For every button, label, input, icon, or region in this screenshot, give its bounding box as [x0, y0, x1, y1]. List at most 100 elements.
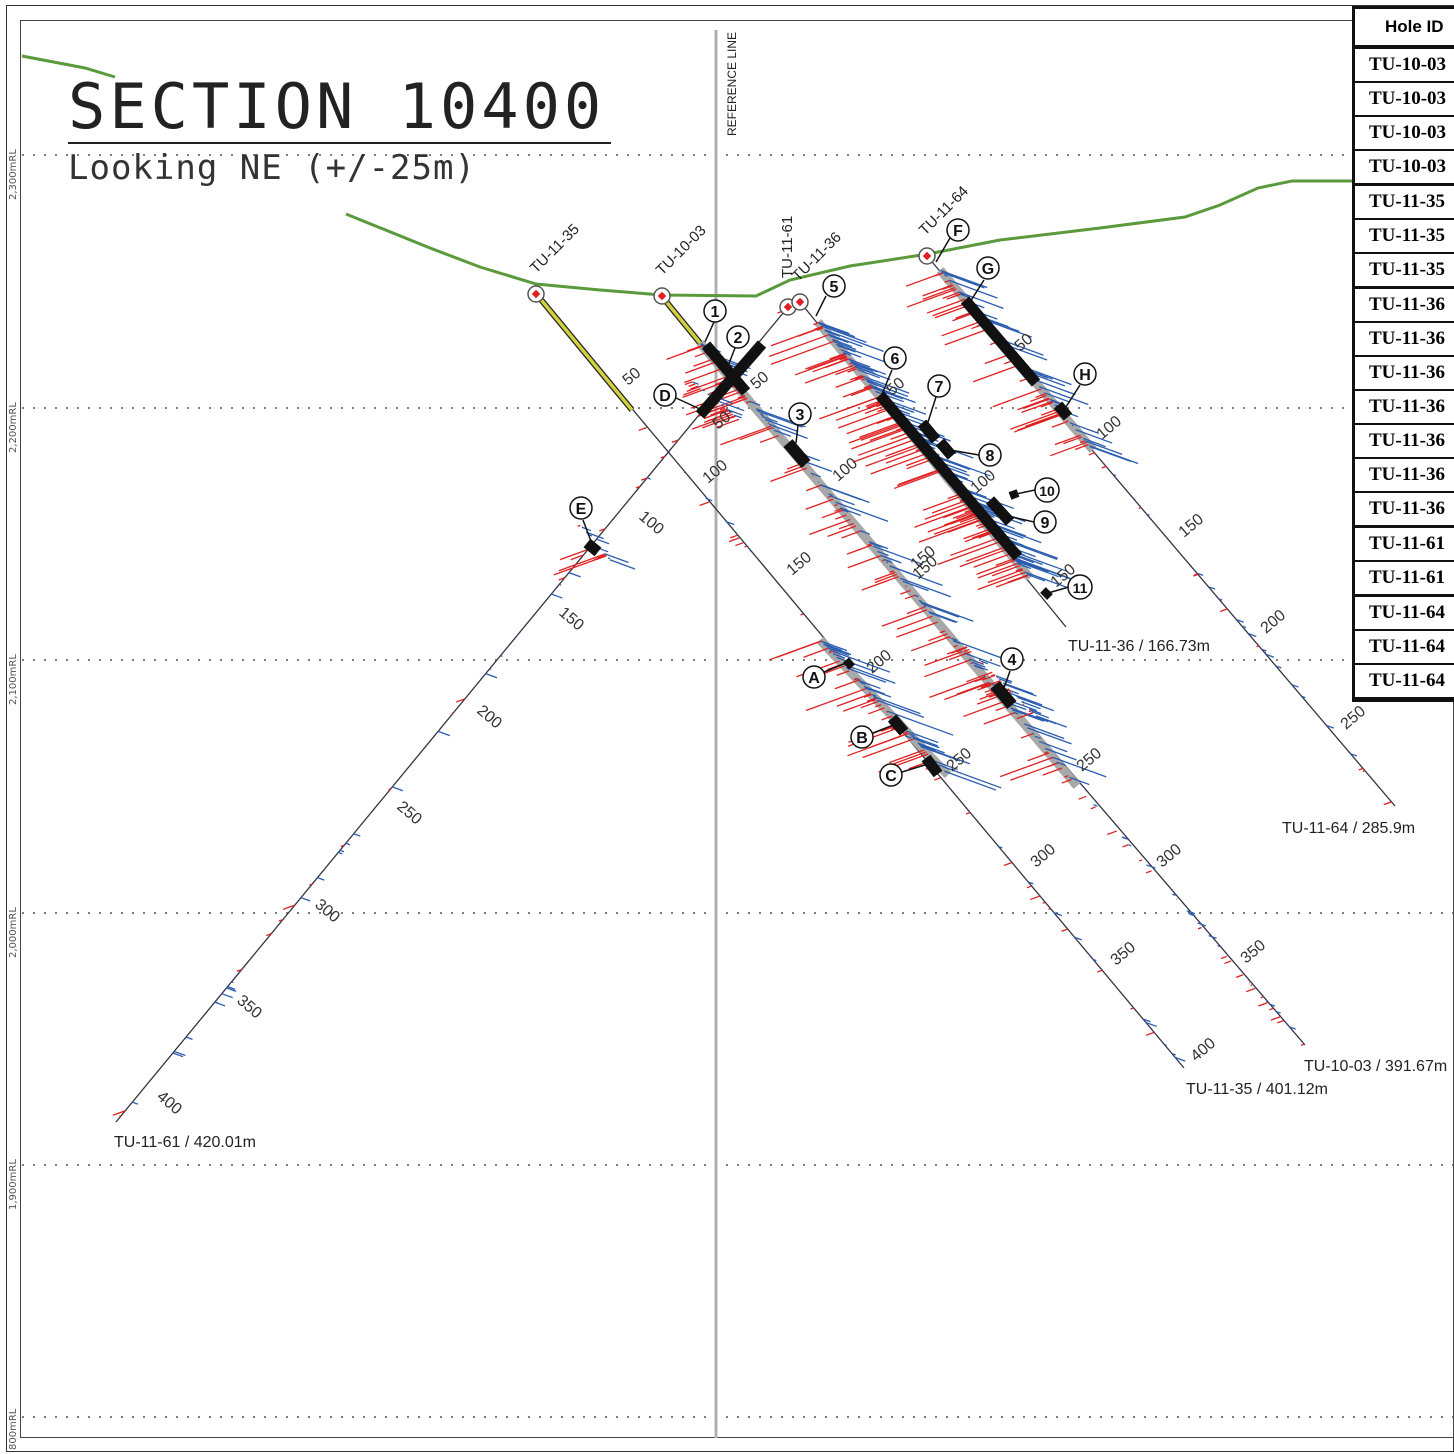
assay-bar-low — [1015, 695, 1027, 701]
assay-bar-low — [827, 333, 863, 348]
assay-bar-high — [948, 650, 972, 661]
assay-bar-high — [861, 378, 866, 381]
assay-bar-high — [1277, 1020, 1284, 1024]
assay-bar-high — [922, 284, 953, 297]
assay-bar-high — [924, 502, 969, 520]
assay-bar-low — [604, 553, 629, 564]
assay-bar-low — [983, 675, 987, 678]
assay-bar-high — [906, 458, 933, 470]
depth-label: 50 — [620, 365, 645, 390]
assay-bar-low — [1092, 958, 1097, 962]
assay-bar-high — [900, 589, 911, 595]
depth-label: 250 — [1074, 745, 1105, 775]
svg-text:3: 3 — [796, 407, 805, 424]
hole-label-tu-11-61: TU-11-61 — [779, 216, 796, 278]
assay-bar-high — [1246, 987, 1256, 993]
assay-bar-low — [951, 637, 958, 642]
rl-label: 800mRL — [8, 1408, 19, 1450]
eoh-label-tu-10-03: TU-10-03 / 391.67m — [1304, 1058, 1447, 1075]
depth-label: 300 — [311, 896, 342, 926]
assay-bar-high — [937, 541, 1001, 566]
assay-bar-high — [858, 435, 913, 456]
assay-bar-low — [840, 507, 861, 516]
assay-bar-low — [928, 610, 958, 623]
assay-bar-low — [1031, 710, 1049, 719]
assay-bar-high — [893, 470, 942, 490]
assay-bar-low — [600, 548, 609, 553]
assay-bar-high — [688, 383, 696, 387]
assay-bar-high — [834, 679, 859, 690]
assay-bar-low — [1275, 1010, 1281, 1014]
assay-bar-high — [966, 546, 1005, 562]
assay-bar-high — [1250, 984, 1253, 986]
assay-bar-high — [671, 439, 679, 443]
assay-bar-high — [809, 518, 851, 536]
assay-bar-low — [859, 529, 871, 535]
assay-bar-low — [1093, 804, 1098, 807]
assay-bar-high — [282, 904, 296, 910]
assay-bar-high — [1139, 859, 1143, 862]
table-row: TU-10-03 — [1355, 116, 1454, 151]
assay-bar-low — [1264, 651, 1267, 654]
assay-bar-high — [963, 700, 1006, 718]
assay-bar-high — [970, 662, 973, 665]
table-row: TU-11-64 — [1355, 594, 1454, 631]
depth-label: 300 — [1154, 841, 1185, 871]
assay-bar-high — [558, 577, 565, 581]
hole-label-tu-11-35: TU-11-35 — [527, 221, 583, 277]
depth-label: 350 — [1238, 937, 1269, 967]
assay-bar-high — [832, 650, 835, 653]
assay-bar-high — [946, 293, 961, 300]
assay-bar-low — [998, 678, 1012, 684]
assay-bar-high — [1024, 398, 1050, 409]
assay-bar-high — [929, 676, 985, 698]
callout-b: B — [850, 723, 897, 749]
eoh-label-tu-11-64: TU-11-64 / 285.9m — [1282, 820, 1415, 837]
assay-bar-high — [1300, 1043, 1305, 1046]
rl-labels: 2,300mRL 2,200mRL 2,100mRL 2,000mRL 1,90… — [8, 149, 19, 1450]
assay-bar-high — [686, 375, 729, 392]
assay-bar-low — [1146, 864, 1156, 869]
assay-bar-high — [1030, 394, 1047, 403]
table-row: TU-10-03 — [1355, 47, 1454, 83]
assay-bar-low — [958, 291, 1004, 309]
assay-bar-high — [896, 469, 941, 487]
assay-bar-low — [1014, 711, 1019, 715]
assay-bar-high — [1193, 573, 1199, 576]
table-cell-hole-id: TU-10-03 — [1355, 82, 1454, 117]
assay-bar-high — [914, 506, 972, 528]
assay-bar-low — [1276, 665, 1282, 669]
callouts: 1 2 3 4 5 6 7 8 9 10 11 A B C D E F G H — [569, 218, 1097, 787]
collar-tu-11-64 — [918, 247, 936, 265]
assay-bar-low — [1301, 695, 1306, 699]
assay-bar-low — [905, 735, 912, 739]
assay-bar-low — [185, 1036, 193, 1040]
assay-bar-high — [236, 968, 242, 972]
svg-text:A: A — [808, 670, 820, 687]
table-cell-hole-id: TU-10-03 — [1355, 47, 1454, 83]
assay-bar-low — [997, 845, 1003, 849]
svg-text:H: H — [1079, 367, 1091, 384]
svg-text:B: B — [856, 730, 868, 747]
assay-bar-low — [485, 672, 498, 679]
assay-bar-low — [843, 351, 851, 356]
assay-bar-high — [850, 387, 873, 397]
assay-bar-low — [848, 358, 852, 361]
assay-bar-high — [1044, 751, 1049, 754]
assay-bar-high — [999, 756, 1053, 778]
assay-bar-high — [983, 712, 1015, 725]
assay-bar-low — [132, 1101, 139, 1105]
collar-tu-11-35 — [527, 285, 545, 303]
table-row: TU-11-35 — [1355, 253, 1454, 289]
assay-bar-high — [846, 415, 896, 435]
rl-label: 2,300mRL — [8, 149, 19, 200]
assay-bar-low — [1014, 559, 1049, 573]
assay-histograms — [112, 269, 1392, 1118]
callout-10: 10 — [1015, 477, 1060, 503]
callout-1: 1 — [703, 299, 727, 343]
assay-bar-low — [1174, 1056, 1186, 1062]
assay-bar-high — [558, 553, 606, 572]
depth-label: 100 — [830, 455, 861, 485]
assay-bar-high — [905, 456, 931, 467]
assay-bar-low — [214, 1001, 218, 1004]
